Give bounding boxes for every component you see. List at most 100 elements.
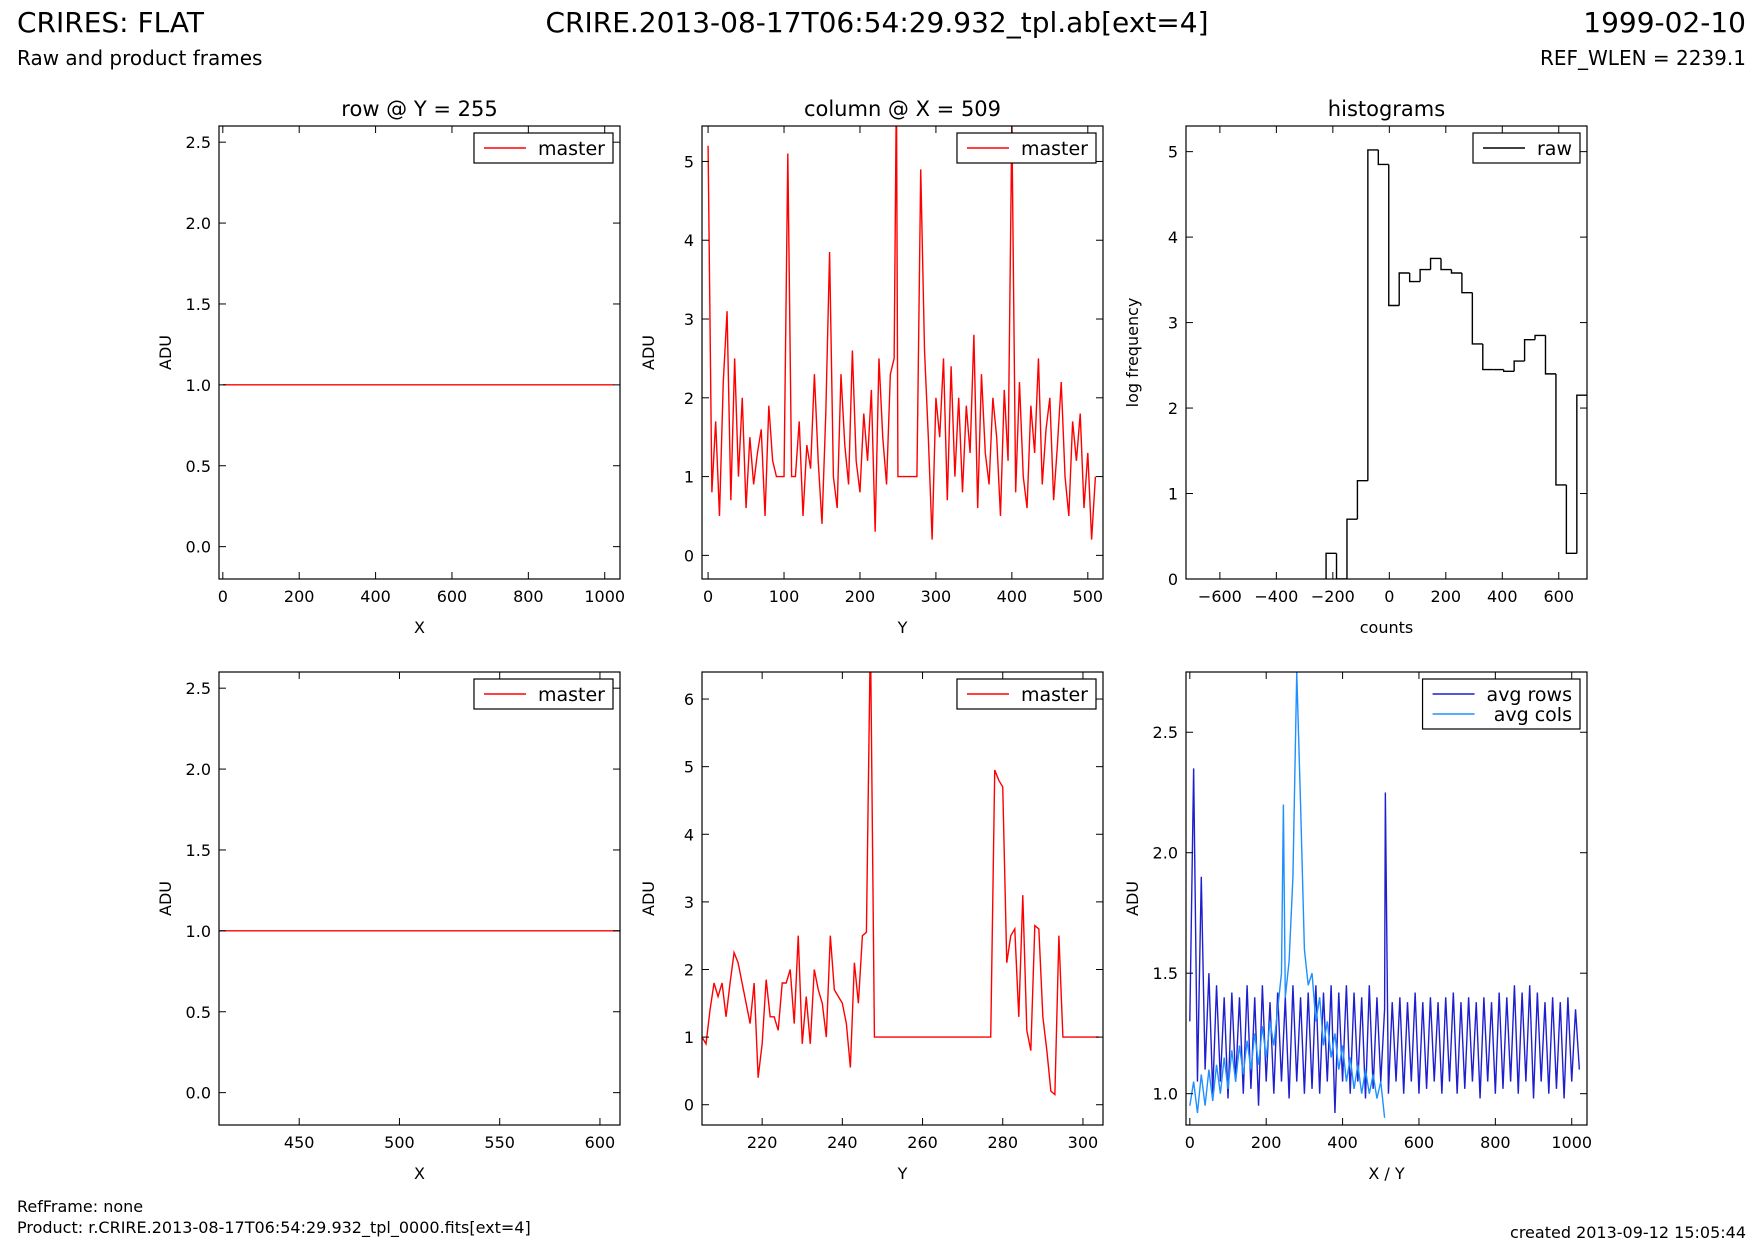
x-tick-label: 0	[1185, 1133, 1195, 1152]
x-tick-label: 600	[1404, 1133, 1435, 1152]
plot-frame	[1185, 671, 1588, 1126]
series-line	[707, 126, 1097, 540]
y-tick-label: 2.0	[186, 760, 211, 779]
histogram-bin	[1461, 273, 1473, 294]
y-tick-label: 0	[1168, 570, 1178, 589]
y-tick-label: 1	[684, 468, 694, 487]
histogram-bin	[1429, 257, 1441, 270]
plot-frame	[701, 671, 1104, 1126]
y-tick-label: 3	[1168, 314, 1178, 333]
histogram-bin	[1356, 480, 1368, 520]
y-axis-label: ADU	[156, 335, 175, 370]
date: 1999-02-10	[1583, 6, 1746, 39]
plot-frame	[218, 671, 621, 1126]
created: created 2013-09-12 15:05:44	[1510, 1223, 1746, 1242]
x-tick-label: 400	[360, 587, 391, 606]
legend-label: master	[1021, 138, 1088, 160]
x-tick-label: 550	[484, 1133, 515, 1152]
y-tick-label: 2	[1168, 399, 1178, 418]
histogram-bin	[1325, 552, 1337, 579]
legend-label: avg cols	[1494, 704, 1572, 726]
y-tick-label: 1.5	[1153, 964, 1178, 983]
x-tick-label: 300	[921, 587, 952, 606]
x-tick-label: −400	[1254, 587, 1298, 606]
x-axis-label: counts	[1360, 618, 1413, 637]
subplot-title: histograms	[1328, 97, 1445, 121]
plot-frame	[1185, 125, 1588, 580]
subplot: column @ X = 509 Y ADU 0 100 200 300 400 500 0 1 2 3…	[639, 97, 1104, 637]
histogram-bin	[1513, 360, 1525, 372]
y-tick-label: 2.0	[186, 214, 211, 233]
x-tick-label: 800	[513, 587, 544, 606]
plot-area	[707, 126, 1097, 540]
file-name: CRIRE.2013-08-17T06:54:29.932_tpl.ab[ext…	[545, 6, 1208, 39]
x-axis-label: Y	[897, 618, 908, 637]
y-tick-label: 4	[684, 231, 694, 250]
legend-label: master	[538, 684, 605, 706]
y-tick-label: 5	[684, 152, 694, 171]
histogram-bin	[1419, 268, 1431, 282]
y-tick-label: 1.0	[186, 376, 211, 395]
subplot: row @ Y = 255 X ADU 0 200 400 600 800 1000 0.0 0.5…	[156, 97, 625, 637]
histogram-bin	[1565, 484, 1577, 555]
y-tick-label: 1	[1168, 485, 1178, 504]
x-tick-label: −600	[1198, 587, 1242, 606]
x-tick-label: 280	[987, 1133, 1018, 1152]
x-tick-label: 400	[1327, 1133, 1358, 1152]
plot-area	[1189, 672, 1581, 1118]
histogram-bin	[1471, 292, 1483, 345]
histogram-bin	[1555, 373, 1567, 486]
x-tick-label: 200	[1251, 1133, 1282, 1152]
y-tick-label: 1.0	[1153, 1085, 1178, 1104]
legend: master	[473, 132, 614, 164]
x-tick-label: 400	[997, 587, 1028, 606]
x-axis-label: Y	[897, 1164, 908, 1183]
y-tick-label: 4	[1168, 228, 1178, 247]
y-tick-label: 0.5	[186, 1003, 211, 1022]
y-tick-label: 2	[684, 960, 694, 979]
x-axis-label: X	[414, 1164, 425, 1183]
y-tick-label: 1.5	[186, 295, 211, 314]
x-tick-label: 260	[907, 1133, 938, 1152]
y-tick-label: 6	[684, 690, 694, 709]
y-tick-label: 0.0	[186, 538, 211, 557]
ref-frame: RefFrame: none	[17, 1197, 143, 1216]
subplot: X ADU 450 500 550 600 0.0 0.5 1.0 1.5 2.0 2.5 master	[156, 671, 621, 1183]
x-tick-label: 1000	[1551, 1133, 1592, 1152]
x-tick-label: 240	[827, 1133, 858, 1152]
subplot-title: row @ Y = 255	[341, 97, 497, 121]
x-tick-label: 400	[1487, 587, 1518, 606]
y-axis-label: ADU	[1123, 881, 1142, 916]
x-tick-label: 0	[218, 587, 228, 606]
x-tick-label: 300	[1068, 1133, 1099, 1152]
y-tick-label: 2.0	[1153, 844, 1178, 863]
histogram-bin	[1398, 272, 1410, 306]
y-tick-label: 1.0	[186, 922, 211, 941]
y-tick-label: 3	[684, 310, 694, 329]
histogram-bin	[1450, 269, 1462, 274]
legend: master	[956, 678, 1097, 710]
series-line	[1189, 672, 1386, 1118]
x-tick-label: 800	[1480, 1133, 1511, 1152]
y-tick-label: 0	[684, 1096, 694, 1115]
y-tick-label: 2.5	[186, 133, 211, 152]
subplot-title: column @ X = 509	[804, 97, 1001, 121]
histogram-bin	[1523, 338, 1536, 362]
product: Product: r.CRIRE.2013-08-17T06:54:29.932…	[17, 1218, 531, 1238]
x-tick-label: 200	[845, 587, 876, 606]
ref-wlen: REF_WLEN = 2239.1	[1540, 46, 1746, 70]
x-tick-label: 200	[284, 587, 315, 606]
x-tick-label: 500	[1073, 587, 1104, 606]
y-tick-label: 2.5	[1153, 723, 1178, 742]
series-line	[702, 672, 1099, 1097]
y-axis-label: ADU	[639, 881, 658, 916]
legend: master	[956, 132, 1097, 164]
y-axis-label: ADU	[156, 881, 175, 916]
y-tick-label: 4	[684, 825, 694, 844]
subplot: X / Y ADU 0 200 400 600 800 1000 1.0 1.5 2.0 2.5 avg…	[1123, 671, 1592, 1183]
histogram-bin	[1482, 343, 1494, 371]
histogram-bin	[1377, 149, 1389, 166]
histogram-bin	[1576, 394, 1587, 579]
histogram-bin	[1346, 518, 1358, 579]
